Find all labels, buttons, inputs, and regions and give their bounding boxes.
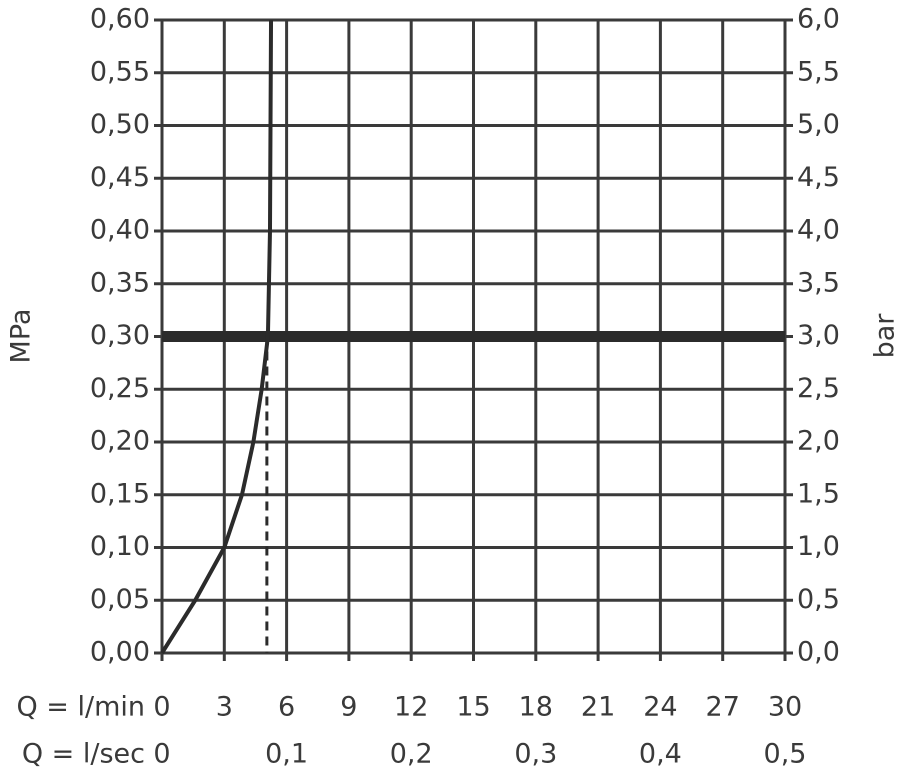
y2-tick-label: 4,5 xyxy=(797,162,840,193)
x-tick-label: 27 xyxy=(706,692,740,723)
y-tick-label: 0,10 xyxy=(90,531,150,562)
y-tick-label: 0,60 xyxy=(90,4,150,35)
x-tick-label: 18 xyxy=(519,692,553,723)
y-tick-label: 0,35 xyxy=(90,267,150,298)
y-tick-label: 0,05 xyxy=(90,584,150,615)
x-tick-label: 12 xyxy=(394,692,428,723)
y2-tick-label: 1,0 xyxy=(797,531,840,562)
y2-tick-label: 0,0 xyxy=(797,637,840,668)
y-axis-label: MPa xyxy=(6,309,37,364)
x-tick-label: 30 xyxy=(768,692,802,723)
x-tick-label: 3 xyxy=(216,692,233,723)
y-tick-label: 0,50 xyxy=(90,109,150,140)
y-tick-label: 0,00 xyxy=(90,637,150,668)
y-tick-label: 0,45 xyxy=(90,162,150,193)
y2-tick-label: 6,0 xyxy=(797,4,840,35)
x-tick-label: 9 xyxy=(340,692,357,723)
x-tick-label: 24 xyxy=(643,692,677,723)
y2-tick-label: 5,5 xyxy=(797,56,840,87)
y2-tick-label: 1,5 xyxy=(797,478,840,509)
x2-tick-label: 0,4 xyxy=(639,739,682,770)
x-tick-label: 0 xyxy=(153,692,170,723)
y2-tick-label: 3,0 xyxy=(797,320,840,351)
x2-tick-label: 0,5 xyxy=(764,739,807,770)
y2-tick-label: 5,0 xyxy=(797,109,840,140)
x2-tick-label: 0,1 xyxy=(265,739,308,770)
y-tick-label: 0,30 xyxy=(90,320,150,351)
y-tick-label: 0,25 xyxy=(90,373,150,404)
x-tick-label: 6 xyxy=(278,692,295,723)
y-tick-label: 0,15 xyxy=(90,478,150,509)
x2-tick-label: 0,3 xyxy=(514,739,557,770)
y2-tick-label: 3,5 xyxy=(797,267,840,298)
y2-axis-label: bar xyxy=(870,313,901,359)
x-tick-label: 21 xyxy=(581,692,615,723)
x-tick-label: 15 xyxy=(456,692,490,723)
y2-tick-label: 2,5 xyxy=(797,373,840,404)
y-tick-label: 0,40 xyxy=(90,215,150,246)
curve xyxy=(160,19,274,655)
x2-axis-label: Q = l/sec xyxy=(22,739,145,770)
y2-tick-label: 0,5 xyxy=(797,584,840,615)
y-tick-label: 0,55 xyxy=(90,56,150,87)
y2-tick-label: 4,0 xyxy=(797,215,840,246)
y-tick-label: 0,20 xyxy=(90,426,150,457)
x2-tick-label: 0,2 xyxy=(390,739,433,770)
x-axis-label: Q = l/min xyxy=(16,692,145,723)
x2-tick-label: 0 xyxy=(153,739,170,770)
y2-tick-label: 2,0 xyxy=(797,426,840,457)
